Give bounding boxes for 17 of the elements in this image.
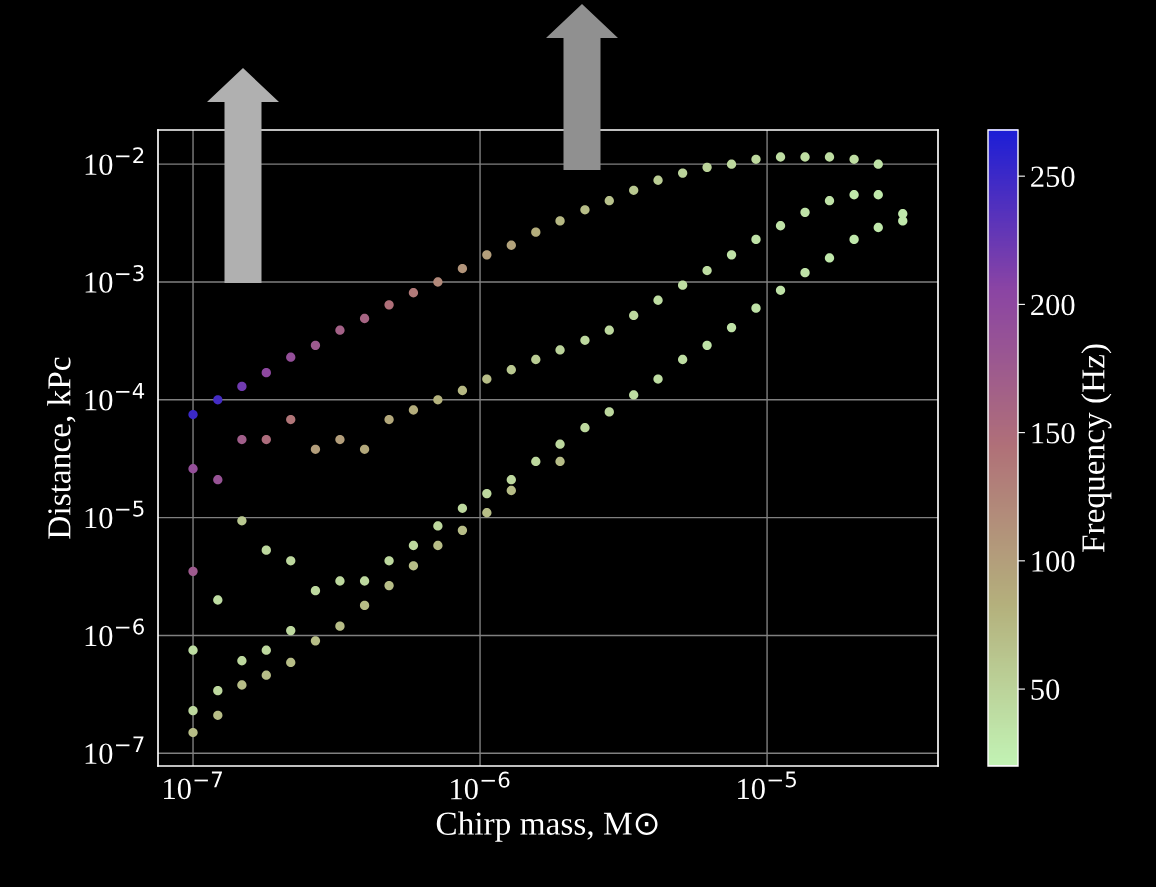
y-tick-label: 10$^{−5}$	[85, 500, 144, 529]
y-tick-label: 10$^{−4}$	[85, 382, 145, 411]
color-bar-label: 250	[1031, 166, 1075, 188]
y-tick-label: 10$^{−7}$	[85, 736, 144, 765]
y-tick-label: 10$^{−3}$	[85, 264, 144, 293]
y-tick-label: 10$^{−6}$	[85, 618, 144, 647]
color-bar-title: Frequency (Hz)	[1081, 344, 1112, 553]
y-axis-title: Distance, kPc	[47, 357, 76, 539]
color-bar-label: 50	[1031, 679, 1060, 700]
x-axis-title: Chirp mass, M⊙	[436, 811, 658, 842]
x-tick-label: 10$^{−5}$	[738, 771, 796, 800]
y-tick-label: 10$^{−2}$	[85, 147, 144, 176]
x-tick-label: 10$^{−6}$	[451, 771, 510, 800]
color-bar-label: 100	[1032, 551, 1075, 572]
x-tick-label: 10$^{−7}$	[164, 771, 222, 800]
color-bar-label: 200	[1031, 294, 1075, 316]
color-bar-label: 150	[1032, 422, 1075, 444]
